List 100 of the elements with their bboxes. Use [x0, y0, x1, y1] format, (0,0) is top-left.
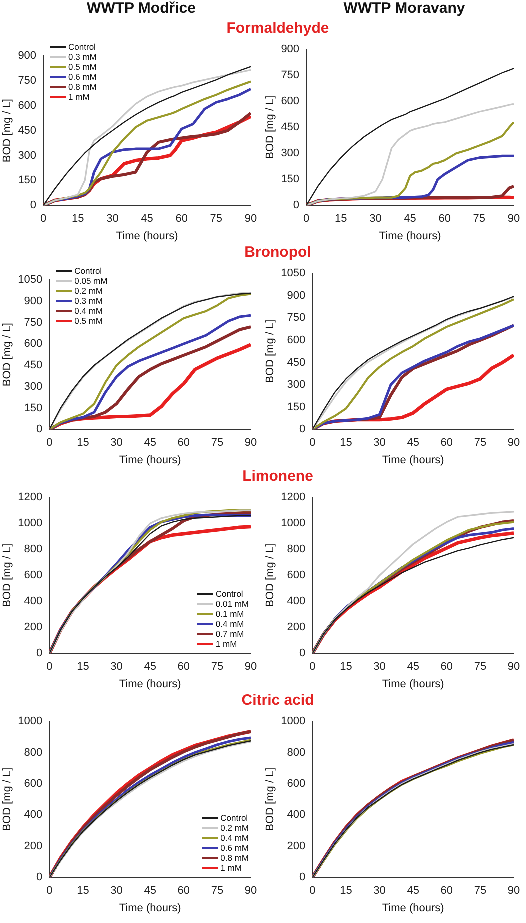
x-tick-label: 60: [440, 437, 454, 450]
legend-label: 0.8 mM: [220, 852, 249, 863]
legend-label: 0.05 mM: [74, 276, 108, 286]
x-tick-label: 0: [46, 437, 53, 450]
y-tick-label: 600: [287, 778, 306, 790]
y-axis-title: BOD [mg / L]: [2, 544, 14, 608]
y-tick-label: 0: [293, 200, 300, 212]
y-tick-label: 800: [24, 746, 43, 759]
y-tick-label: 900: [18, 50, 37, 62]
chart-title: WWTP Moravany: [342, 0, 466, 19]
x-tick-label: 30: [110, 885, 123, 898]
x-tick-label: 45: [144, 885, 156, 898]
legend-label: Control: [216, 588, 244, 599]
x-axis-title: Time (hours): [382, 678, 444, 690]
x-tick-label: 0: [46, 885, 53, 898]
legend-label: Control: [68, 42, 96, 52]
y-tick-label: 1050: [281, 268, 306, 280]
y-tick-label: 150: [281, 174, 300, 186]
x-tick-label: 15: [340, 437, 352, 450]
y-axis-title: BOD [mg / L]: [2, 323, 14, 387]
x-tick-label: 75: [474, 885, 487, 898]
x-tick-label: 30: [370, 213, 382, 226]
x-tick-label: 60: [438, 213, 451, 226]
y-tick-label: 1000: [281, 518, 306, 530]
y-tick-label: 600: [24, 570, 43, 582]
legend-label: 0.6 mM: [68, 72, 97, 82]
y-tick-label: 1000: [18, 518, 43, 530]
x-tick-label: 90: [244, 213, 258, 226]
legend-label: Control: [220, 812, 248, 823]
chart-subtitle: Citric acid: [242, 692, 314, 709]
y-tick-label: 600: [281, 96, 300, 108]
y-tick-label: 300: [287, 379, 306, 392]
chart-subtitle: Formaldehyde: [226, 20, 330, 37]
y-tick-label: 0: [36, 872, 43, 884]
y-tick-label: 450: [287, 356, 306, 369]
y-tick-label: 200: [287, 622, 306, 634]
y-tick-label: 750: [281, 70, 300, 82]
x-tick-label: 15: [335, 213, 348, 226]
y-tick-label: 450: [281, 122, 300, 134]
legend-label: 0.7 mM: [216, 628, 244, 639]
x-tick-label: 75: [211, 885, 224, 898]
y-tick-label: 800: [24, 544, 43, 556]
x-tick-label: 75: [211, 661, 224, 674]
y-tick-label: 150: [18, 174, 37, 187]
y-tick-label: 600: [24, 338, 43, 350]
y-tick-label: 750: [24, 316, 43, 329]
x-tick-label: 90: [244, 885, 258, 898]
y-tick-label: 300: [24, 380, 43, 393]
x-tick-label: 30: [374, 437, 386, 450]
y-tick-label: 150: [287, 401, 306, 414]
x-tick-label: 60: [178, 661, 190, 674]
x-tick-label: 75: [474, 437, 487, 450]
x-tick-label: 30: [374, 661, 386, 674]
y-tick-label: 0: [300, 424, 306, 436]
y-tick-label: 0: [300, 648, 306, 660]
legend-label: 1 mM: [68, 92, 90, 102]
y-axis-title: BOD [mg / L]: [264, 544, 277, 608]
y-tick-label: 1200: [18, 492, 43, 504]
x-tick-label: 45: [407, 437, 420, 450]
legend-label: 0.5 mM: [74, 316, 103, 326]
y-axis-title: BOD [mg / L]: [264, 768, 277, 832]
y-tick-label: 200: [287, 840, 306, 852]
x-tick-label: 0: [310, 885, 316, 898]
y-tick-label: 0: [36, 648, 43, 660]
y-tick-label: 900: [281, 44, 300, 56]
y-axis-title: BOD [mg / L]: [264, 320, 277, 384]
x-tick-label: 30: [374, 885, 386, 898]
x-tick-label: 45: [141, 213, 154, 226]
legend-label: 0.3 mM: [68, 52, 97, 62]
x-tick-label: 75: [474, 661, 487, 674]
x-tick-label: 75: [473, 213, 486, 226]
y-tick-label: 200: [24, 622, 43, 634]
x-tick-label: 0: [46, 661, 53, 674]
x-axis-title: Time (hours): [119, 454, 182, 466]
legend-label: 0.3 mM: [74, 296, 103, 306]
x-axis-title: Time (hours): [119, 902, 182, 914]
x-tick-label: 90: [244, 661, 258, 674]
y-tick-label: 600: [24, 778, 43, 790]
y-tick-label: 1050: [18, 274, 43, 286]
legend-label: 0.4 mM: [220, 832, 249, 843]
y-tick-label: 400: [24, 596, 43, 608]
x-tick-label: 90: [244, 437, 258, 450]
x-tick-label: 60: [440, 885, 454, 898]
legend-label: Control: [74, 266, 102, 276]
legend-label: 0.6 mM: [220, 842, 249, 853]
legend-label: 0.4 mM: [74, 306, 103, 316]
x-tick-label: 15: [77, 885, 90, 898]
y-tick-label: 400: [24, 809, 43, 822]
x-tick-label: 60: [178, 885, 190, 898]
y-tick-label: 200: [24, 840, 43, 852]
legend-label: 1 mM: [216, 638, 238, 649]
y-tick-label: 150: [24, 402, 43, 414]
y-tick-label: 450: [18, 124, 37, 137]
x-tick-label: 75: [211, 437, 224, 450]
y-axis-title: BOD [mg / L]: [2, 768, 14, 832]
x-tick-label: 90: [508, 885, 520, 898]
x-tick-label: 15: [77, 437, 90, 450]
legend-label: 0.1 mM: [216, 608, 244, 619]
y-axis-title: BOD [mg / L]: [2, 99, 14, 163]
x-tick-label: 90: [508, 437, 520, 450]
